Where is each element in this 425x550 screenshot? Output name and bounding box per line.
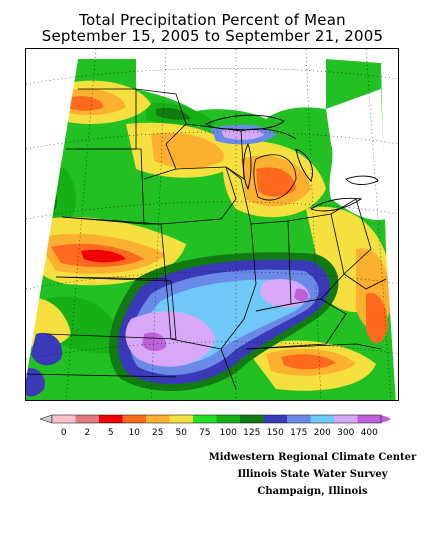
legend-swatch [122, 415, 146, 423]
legend-label: 5 [108, 428, 114, 438]
red-orange-northwest [64, 96, 104, 111]
latitude-line-3 [26, 201, 398, 220]
boundary-michigan-lower [253, 154, 297, 201]
legend-swatch [310, 415, 334, 423]
legend-labels: 0 2 5 10 25 50 75 100 125 150 175 200 300 400 [61, 428, 378, 438]
dark-green-north [156, 107, 191, 120]
credit-survey: Illinois State Water Survey [237, 469, 388, 480]
legend-swatch [334, 415, 358, 423]
legend-label: 25 [152, 428, 163, 438]
latitude-line-5 [26, 341, 398, 360]
lake-huron [295, 148, 313, 182]
color-legend: 0 2 5 10 25 50 75 100 125 150 175 200 300 400 [40, 414, 390, 438]
graticule [26, 49, 398, 400]
boundary-south-dakota [61, 148, 145, 225]
legend-swatch [52, 415, 76, 423]
legend-swatch [193, 415, 217, 423]
legend-swatch [169, 415, 193, 423]
legend-swatch [263, 415, 287, 423]
latitude-line-2 [26, 131, 398, 150]
great-lakes [205, 114, 379, 212]
latitude-line-4 [26, 271, 398, 290]
no-data-canada [136, 59, 326, 119]
purple-missouri [142, 332, 167, 352]
legend-label: 50 [176, 428, 188, 438]
credit-organization: Midwestern Regional Climate Center [208, 452, 417, 463]
legend-label: 10 [129, 428, 141, 438]
boundary-missouri [165, 278, 237, 390]
boundary-west-virginia [343, 273, 387, 290]
orange-upper-midwest [151, 132, 226, 169]
legend-swatch [75, 415, 99, 423]
lake-ontario [345, 175, 379, 185]
boundary-oklahoma [26, 373, 177, 378]
boundary-tennessee [245, 343, 382, 350]
longitude-line-2 [150, 49, 167, 400]
boundary-minnesota [135, 88, 187, 180]
precipitation-map [25, 48, 399, 401]
red-plains [81, 249, 126, 263]
legend-high-cap [381, 415, 390, 423]
legend-label: 75 [199, 428, 210, 438]
legend-swatch [99, 415, 123, 423]
lake-erie [309, 197, 363, 212]
blue-southwest-corner [26, 368, 45, 397]
legend-swatch [287, 415, 311, 423]
boundary-nebraska-kansas [55, 216, 167, 280]
latitude-line-1 [26, 68, 398, 85]
boundary-kentucky [245, 298, 347, 350]
map-canvas [26, 49, 398, 400]
legend-label: 175 [290, 428, 307, 438]
legend-swatch [146, 415, 170, 423]
map-title: Total Precipitation Percent of Mean [79, 11, 346, 29]
legend-outline [51, 414, 382, 424]
legend-swatch [240, 415, 264, 423]
red-orange-south [281, 354, 336, 370]
lake-michigan [243, 142, 252, 191]
legend-swatch [216, 415, 240, 423]
legend-label: 0 [61, 428, 67, 438]
lake-superior [205, 114, 285, 131]
purple-indiana [294, 288, 309, 302]
map-date-range: September 15, 2005 to September 21, 2005 [41, 27, 384, 45]
legend-label: 200 [314, 428, 331, 438]
red-orange-east [366, 293, 388, 344]
boundary-kansas [45, 276, 177, 340]
state-boundaries [26, 88, 387, 390]
boundary-illinois [220, 166, 257, 350]
legend-color-bar [40, 414, 390, 424]
credit-location: Champaign, Illinois [257, 486, 368, 497]
no-data-west [26, 49, 78, 379]
legend-label: 300 [337, 428, 354, 438]
legend-label: 2 [84, 428, 90, 438]
legend-label: 100 [220, 428, 237, 438]
lavender-indiana [260, 278, 310, 308]
red-orange-michigan [256, 167, 296, 197]
longitude-line-4 [305, 49, 322, 400]
legend-label: 150 [267, 428, 284, 438]
boundary-pennsylvania [330, 198, 372, 275]
legend-label: 125 [243, 428, 260, 438]
legend-swatch [357, 415, 381, 423]
lavender-lake-superior [221, 128, 264, 140]
legend-label: 400 [361, 428, 378, 438]
blue-southwest [31, 332, 62, 366]
longitude-line-5 [365, 49, 392, 400]
legend-low-cap [40, 414, 53, 424]
